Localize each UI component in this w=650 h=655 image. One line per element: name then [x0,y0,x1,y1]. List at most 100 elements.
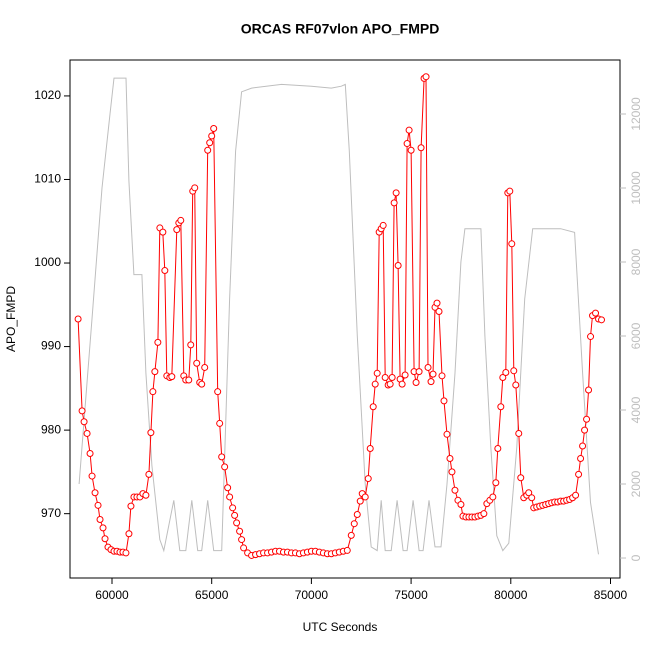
y2-tick-label: 10000 [629,171,643,205]
data-point [494,445,502,452]
data-point [489,493,497,501]
data-point [343,546,351,554]
data-point [236,527,244,535]
data-point [168,373,176,381]
data-point [177,216,185,224]
data-point [390,199,398,207]
data-point [231,511,239,519]
x-tick-label: 75000 [394,588,428,602]
data-point [407,146,415,154]
y2-tick-label: 6000 [629,322,643,349]
data-point [480,510,488,518]
data-point [185,376,193,384]
data-point [145,470,153,478]
data-point [201,363,209,371]
data-point [517,474,525,482]
data-point [208,132,216,140]
data-point [438,372,446,380]
data-point [433,299,441,307]
data-point [198,380,206,388]
data-point [125,530,133,538]
data-point [417,144,425,152]
data-point [353,511,361,519]
data-point [440,397,448,405]
data-point [361,493,369,501]
data-point [221,463,229,471]
data-point [394,262,402,270]
data-point [583,415,591,423]
data-point [508,240,516,248]
data-point [191,184,199,192]
data-point [356,497,364,505]
data-point [579,442,587,450]
y2-tick-label: 8000 [629,248,643,275]
data-point [429,370,437,378]
data-point [497,403,505,411]
x-tick-label: 70000 [295,588,329,602]
y2-tick-label: 4000 [629,396,643,423]
data-point [216,419,224,427]
x-tick-label: 60000 [95,588,129,602]
data-point [214,388,222,396]
data-point [585,386,593,394]
data-point [238,536,246,544]
data-point [528,494,536,502]
data-point [159,228,167,236]
y-tick-label: 1000 [34,255,61,269]
x-tick-label: 65000 [195,588,229,602]
data-point [224,484,232,492]
y-tick-label: 970 [41,506,61,520]
data-point [492,479,500,487]
data-point [161,267,169,275]
data-point [392,189,400,197]
data-point [575,470,583,478]
data-point [398,380,406,388]
data-point [457,500,465,508]
data-point [142,491,150,499]
data-point [386,380,394,388]
data-point [83,429,91,437]
data-point [226,493,234,501]
data-point [401,371,409,379]
data-point [371,380,379,388]
data-point [379,221,387,229]
data-point [350,520,358,528]
y2-tick-label: 2000 [629,470,643,497]
y-axis-label: APO_FMPD [4,286,18,352]
data-point [193,359,201,367]
data-point [86,450,94,458]
x-tick-label: 80000 [494,588,528,602]
data-point [403,140,411,148]
data-point [147,429,155,437]
x-tick-label: 85000 [594,588,628,602]
data-point [78,407,86,415]
data-point [506,187,514,195]
data-point [435,307,443,315]
data-point [572,491,580,499]
series-line [78,77,599,555]
data-point [240,544,248,552]
y-tick-label: 980 [41,422,61,436]
data-point [204,146,212,154]
x-axis-label: UTC Seconds [303,620,378,634]
data-point [94,501,102,509]
data-point [101,535,109,543]
data-point [381,373,389,381]
data-point [127,502,135,510]
y2-tick-label: 0 [629,554,643,561]
y-tick-label: 1020 [34,88,61,102]
data-point [587,333,595,341]
data-point [581,426,589,434]
data-point [525,489,533,497]
data-point [74,315,82,323]
y-tick-label: 990 [41,339,61,353]
data-point [173,226,181,234]
data-point [512,381,520,389]
data-point [187,341,195,349]
data-point [577,455,585,463]
data-point [446,455,454,463]
data-point [451,486,459,494]
data-point [510,367,518,375]
